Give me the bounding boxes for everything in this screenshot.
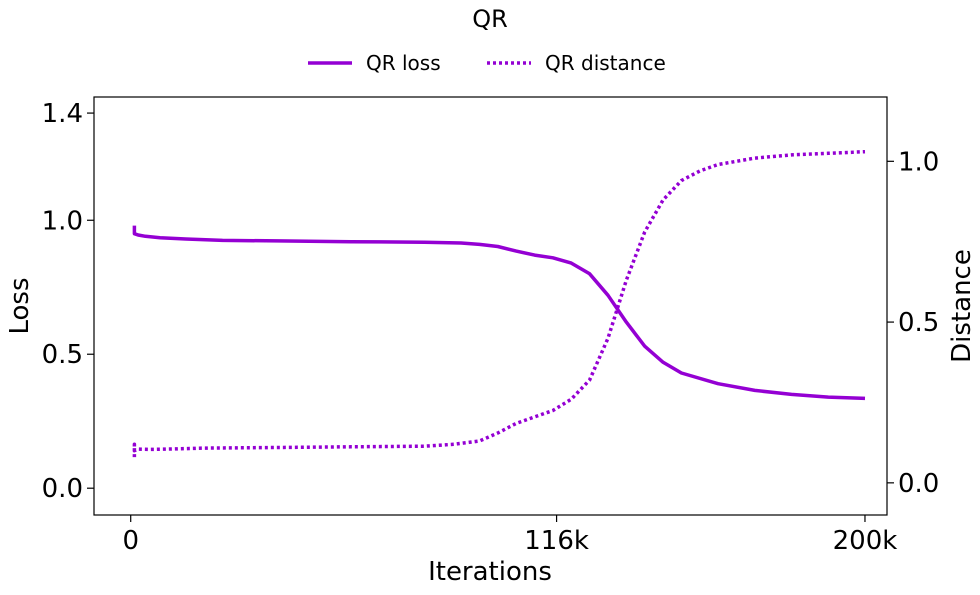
y-left-tick-label: 0.0 xyxy=(42,474,83,504)
y-left-axis-ticks: 0.0 0.5 1.0 1.4 xyxy=(42,99,94,504)
series-layer xyxy=(132,149,866,458)
y-left-tick-label: 0.5 xyxy=(42,340,83,370)
y-right-tick-label: 0.5 xyxy=(898,308,939,338)
y-left-tick-label: 1.4 xyxy=(42,99,83,129)
series-line-qr-loss xyxy=(132,225,866,401)
series-line-qr-distance xyxy=(132,149,866,458)
chart-title: QR xyxy=(472,5,508,33)
y-right-axis-label: Distance xyxy=(947,249,977,363)
x-axis-ticks: 0 116k 200k xyxy=(122,515,897,556)
x-axis-label: Iterations xyxy=(428,557,552,587)
y-right-tick-label: 0.0 xyxy=(898,469,939,499)
x-tick-label: 200k xyxy=(833,526,898,556)
legend-label-qr-distance: QR distance xyxy=(545,51,666,75)
y-right-axis-ticks: 0.0 0.5 1.0 xyxy=(887,147,939,499)
x-tick-label: 116k xyxy=(524,526,589,556)
y-right-tick-label: 1.0 xyxy=(898,147,939,177)
x-tick-label: 0 xyxy=(122,526,139,556)
y-left-axis-label: Loss xyxy=(5,277,35,334)
legend: QR loss QR distance xyxy=(308,51,666,75)
legend-label-qr-loss: QR loss xyxy=(366,51,441,75)
y-left-tick-label: 1.0 xyxy=(42,206,83,236)
plot-area-frame xyxy=(93,96,888,516)
